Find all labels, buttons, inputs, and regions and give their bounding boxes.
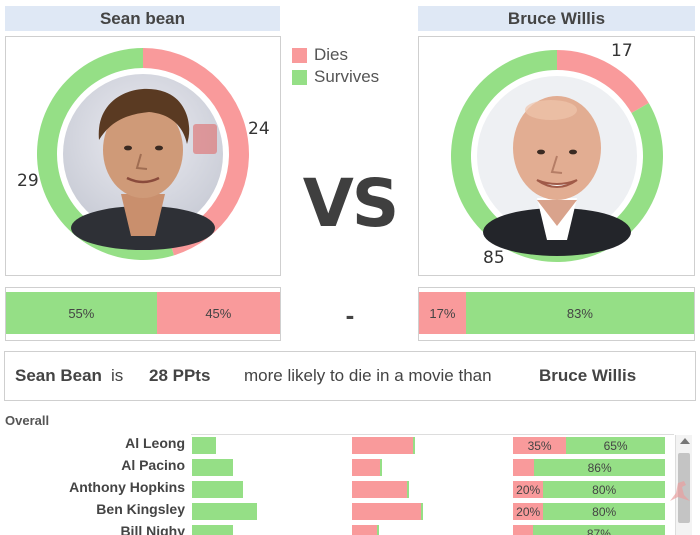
scroll-up-icon[interactable] <box>680 438 690 444</box>
legend-label-dies: Dies <box>314 45 349 64</box>
overall-table: Al Leong 35% 65% Al Pacino 86% Anthony Hopkin… <box>0 433 700 535</box>
difference-dash: - <box>345 300 355 330</box>
bruce-willis-photo <box>477 76 637 256</box>
table-scrollbar[interactable] <box>670 435 692 535</box>
comparison-statement: Sean Bean is 28 PPts more likely to die … <box>4 351 696 401</box>
row-survive-bar <box>192 459 233 476</box>
row-die-bar <box>352 437 415 454</box>
table-row[interactable]: Al Pacino 86% <box>0 455 700 477</box>
row-survives-pct: 65% <box>566 437 665 454</box>
overall-label: Overall <box>5 413 50 428</box>
row-split-bar: 35% 65% <box>513 437 665 454</box>
row-survive-bar <box>192 481 243 498</box>
row-survives-pct: 80% <box>543 503 665 520</box>
statement-text: more likely to die in a movie than <box>244 366 492 385</box>
legend-item-survives: Survives <box>292 66 379 88</box>
row-dies-pct <box>513 459 535 476</box>
actor2-donut-chart <box>451 50 663 262</box>
actor1-survives-segment: 55% <box>6 292 157 334</box>
vs-label: VS <box>302 165 400 242</box>
legend-swatch-dies <box>292 47 307 63</box>
row-split-bar: 20% 80% <box>513 481 665 498</box>
row-die-bar <box>352 481 409 498</box>
row-actor-name: Ben Kingsley <box>96 501 185 517</box>
actor2-pct-bar: 17% 83% <box>419 292 694 334</box>
actor1-title: Sean bean <box>5 6 280 31</box>
actor1-survives-count: 29 <box>17 171 39 191</box>
sean-bean-photo <box>63 74 223 250</box>
actor1-donut-panel <box>5 36 281 276</box>
row-dies-pct <box>513 525 533 535</box>
row-survives-pct: 80% <box>543 481 665 498</box>
table-row[interactable]: Ben Kingsley 20% 80% <box>0 499 700 521</box>
legend-swatch-survives <box>292 69 307 85</box>
row-dies-pct: 35% <box>513 437 567 454</box>
actor1-donut-chart <box>36 48 249 260</box>
row-die-bar <box>352 503 423 520</box>
table-divider <box>191 434 674 435</box>
actor1-survives-arc <box>36 48 174 260</box>
row-split-bar: 86% <box>513 459 665 476</box>
scroll-thumb[interactable] <box>678 453 690 523</box>
table-row[interactable]: Bill Nighy 87% <box>0 521 700 535</box>
actor2-dies-arc <box>557 50 649 113</box>
row-actor-name: Bill Nighy <box>120 523 185 535</box>
actor2-dies-count: 17 <box>611 41 633 61</box>
row-survive-bar <box>192 437 216 454</box>
row-split-bar: 20% 80% <box>513 503 665 520</box>
row-actor-name: Al Leong <box>125 435 185 451</box>
legend-label-survives: Survives <box>314 67 380 86</box>
row-die-bar <box>352 459 382 476</box>
row-dies-pct: 20% <box>513 481 544 498</box>
actor2-donut-panel <box>418 36 695 276</box>
actor1-dies-segment: 45% <box>156 292 280 334</box>
table-row[interactable]: Al Leong 35% 65% <box>0 433 700 455</box>
actor2-title: Bruce Willis <box>418 6 695 31</box>
statement-actor2: Bruce Willis <box>539 366 637 385</box>
legend-item-dies: Dies <box>292 44 379 66</box>
actor2-survives-segment: 83% <box>465 292 694 334</box>
legend: Dies Survives <box>292 44 379 88</box>
table-row[interactable]: Anthony Hopkins 20% 80% <box>0 477 700 499</box>
statement-actor1: Sean Bean <box>15 366 102 385</box>
row-dies-pct: 20% <box>513 503 544 520</box>
actor1-dies-arc <box>143 48 249 256</box>
statement-is: is <box>111 366 124 385</box>
row-actor-name: Anthony Hopkins <box>69 479 185 495</box>
row-survives-pct: 86% <box>534 459 665 476</box>
actor2-dies-segment: 17% <box>419 292 466 334</box>
dinosaur-watermark-icon <box>670 481 690 501</box>
row-survives-pct: 87% <box>532 525 665 535</box>
row-die-bar <box>352 525 379 535</box>
row-actor-name: Al Pacino <box>121 457 185 473</box>
actor1-pct-bar: 55% 45% <box>6 292 280 334</box>
row-split-bar: 87% <box>513 525 665 535</box>
actor2-survives-count: 85 <box>483 248 505 268</box>
actor1-dies-count: 24 <box>248 119 270 139</box>
statement-value: 28 PPts <box>149 366 211 385</box>
row-survive-bar <box>192 525 233 535</box>
row-survive-bar <box>192 503 257 520</box>
